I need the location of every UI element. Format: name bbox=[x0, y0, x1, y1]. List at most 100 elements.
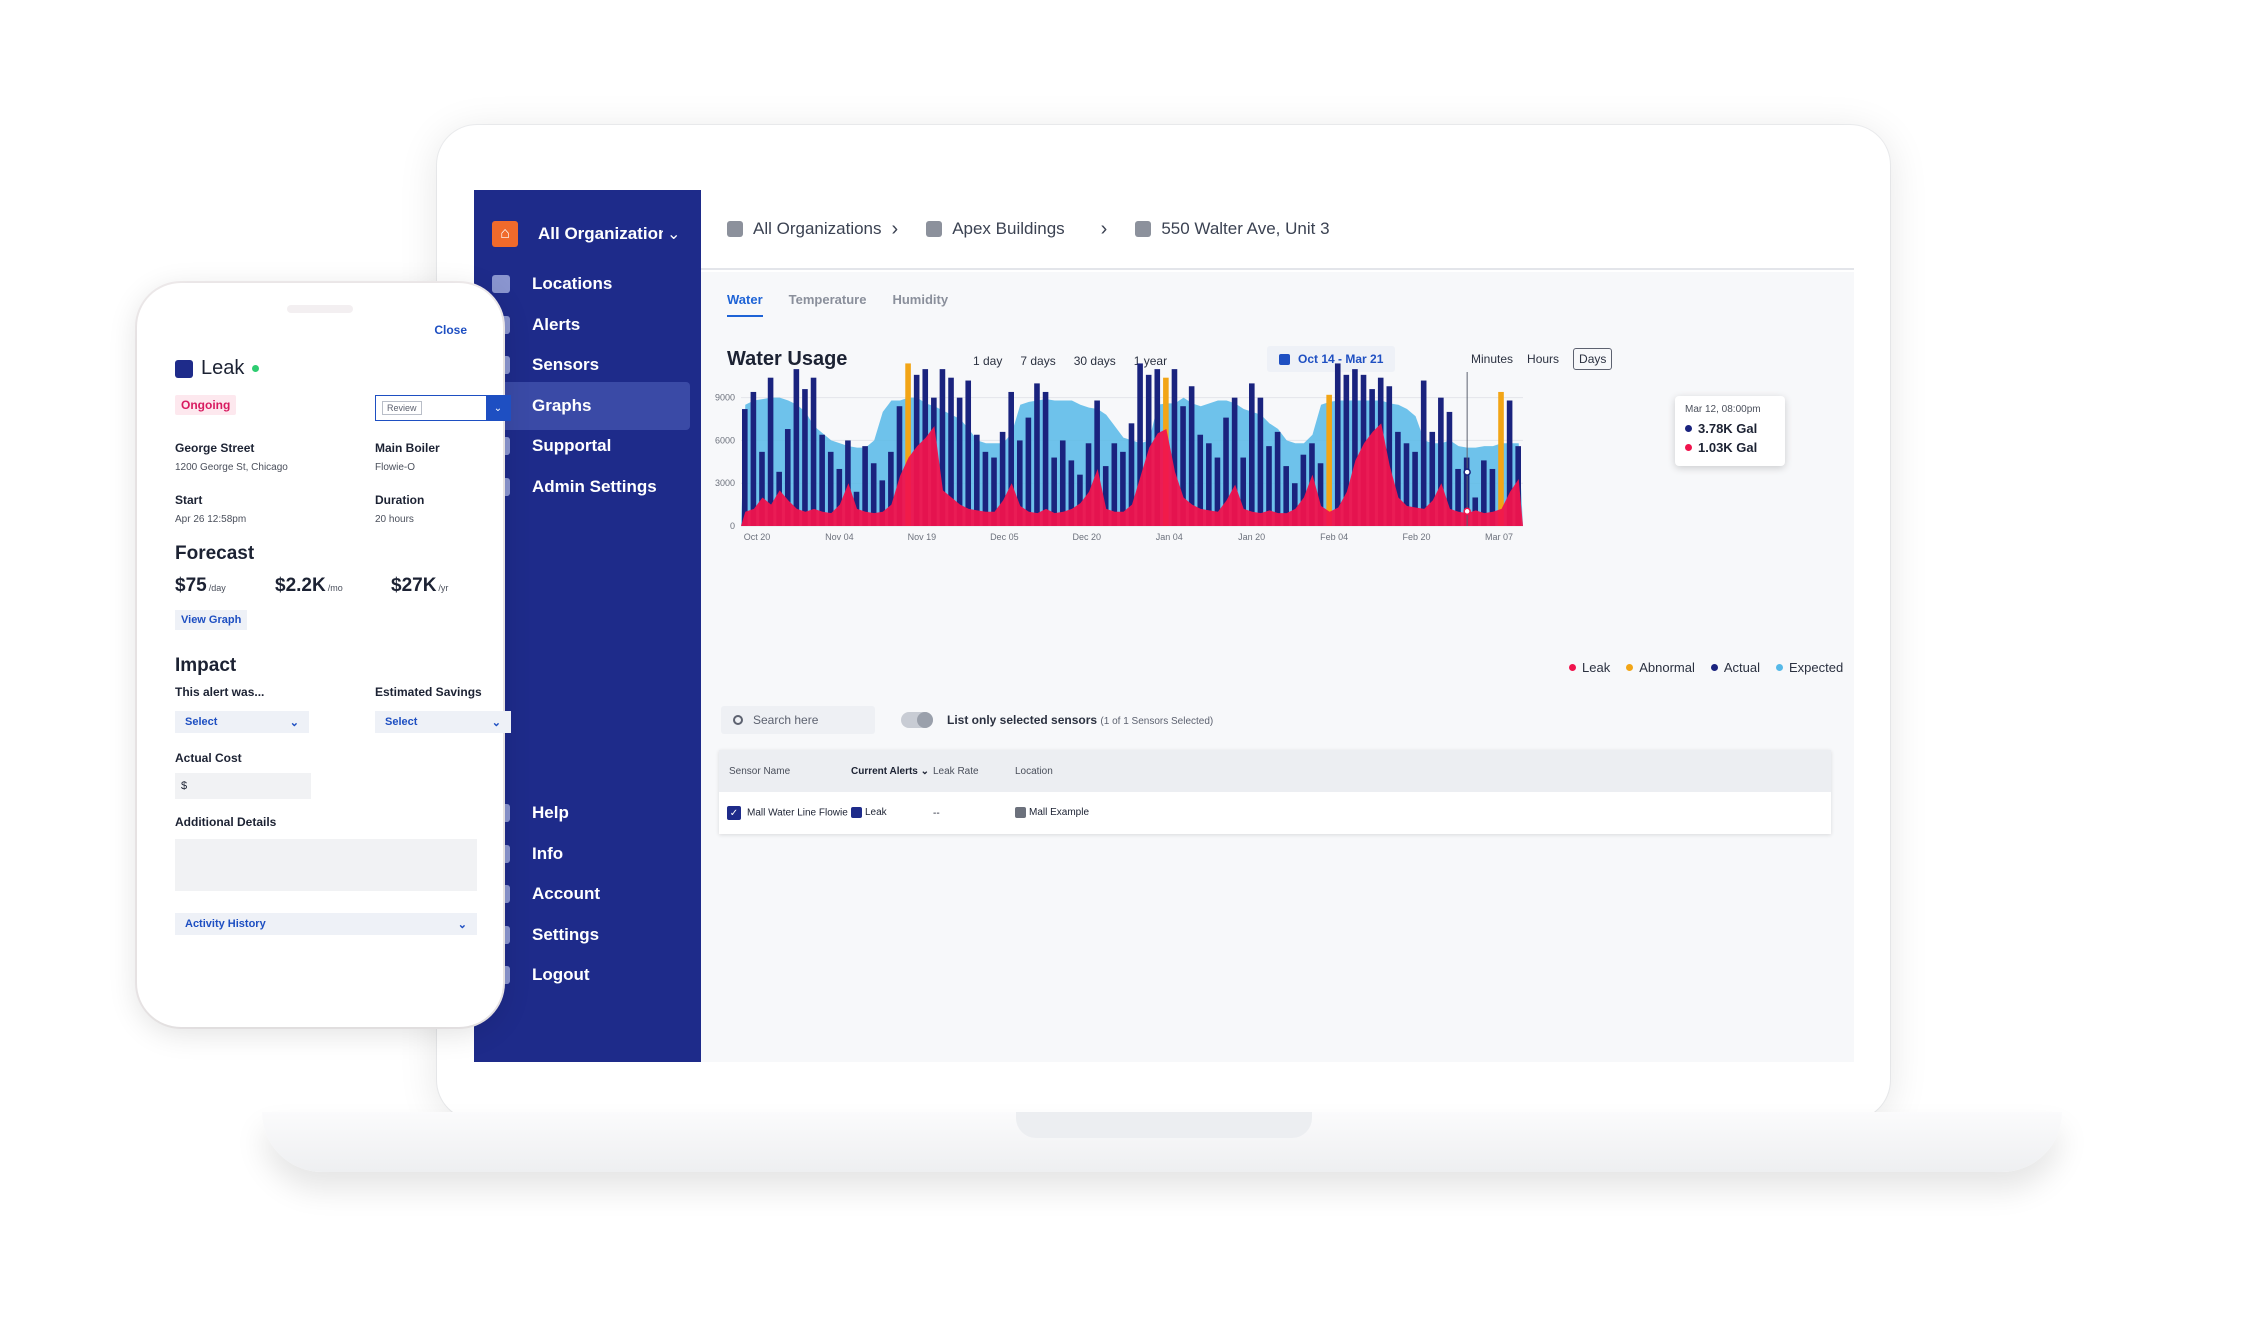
breadcrumb-label: All Organizations bbox=[753, 219, 882, 238]
phone-device: Close Leak Ongoing Review ⌄ George Stree… bbox=[137, 283, 511, 1027]
header-current-alerts[interactable]: Current Alerts ⌄ bbox=[851, 766, 929, 777]
range-7-days[interactable]: 7 days bbox=[1020, 354, 1056, 368]
actual-bar bbox=[974, 434, 980, 526]
legend-actual: Actual bbox=[1710, 660, 1760, 675]
globe-icon bbox=[727, 221, 743, 237]
actual-bar bbox=[1386, 386, 1393, 526]
search-input[interactable]: Search here bbox=[721, 706, 875, 734]
granularity-days[interactable]: Days bbox=[1573, 348, 1613, 370]
sidebar-item-label: Admin Settings bbox=[532, 476, 657, 496]
x-tick-label: Feb 04 bbox=[1320, 532, 1348, 542]
header-leak-rate[interactable]: Leak Rate bbox=[933, 765, 979, 777]
actual-bar bbox=[1059, 440, 1066, 526]
actual-bar bbox=[793, 369, 800, 526]
start-label: Start bbox=[175, 493, 203, 507]
sidebar-item-label: Locations bbox=[532, 274, 613, 293]
actual-bar bbox=[999, 431, 1006, 526]
actual-bar bbox=[1051, 457, 1057, 526]
forecast-value: $2.2K bbox=[275, 575, 326, 596]
breadcrumb-item-unit[interactable]: 550 Walter Ave, Unit 3 bbox=[1135, 219, 1330, 239]
sensor-table: Sensor Name Current Alerts ⌄ Leak Rate L… bbox=[719, 750, 1831, 834]
breadcrumb-item-building[interactable]: Apex Buildings › bbox=[926, 218, 1135, 241]
actual-bar bbox=[1455, 468, 1461, 526]
y-tick-label: 6000 bbox=[715, 435, 735, 445]
building-icon bbox=[492, 275, 510, 293]
actual-bar bbox=[1231, 397, 1238, 526]
sidebar-item-label: Alerts bbox=[532, 314, 581, 334]
main-panel: Water Temperature Humidity Water Usage 1… bbox=[701, 272, 1854, 1062]
actual-bar bbox=[1214, 457, 1221, 526]
actual-bar bbox=[1291, 483, 1298, 526]
sidebar-item-label: Sensors bbox=[532, 355, 600, 374]
tooltip-actual-value: 3.78K Gal bbox=[1698, 421, 1758, 436]
row-location: Mall Example bbox=[1015, 807, 1089, 819]
checkbox-checked-icon[interactable]: ✓ bbox=[727, 806, 741, 820]
activity-history-dropdown[interactable]: Activity History ⌄ bbox=[175, 913, 477, 935]
tab-temperature[interactable]: Temperature bbox=[788, 292, 867, 307]
alert-was-select[interactable]: Select ⌄ bbox=[175, 711, 309, 733]
tabs: Water Temperature Humidity bbox=[727, 292, 948, 317]
sidebar-item-label: Help bbox=[532, 803, 569, 822]
legend-label: Abnormal bbox=[1639, 660, 1695, 675]
row-alert: Leak bbox=[851, 807, 887, 819]
activity-history-label: Activity History bbox=[185, 918, 266, 930]
device-label: Main Boiler bbox=[375, 441, 440, 455]
device-value: Flowie-O bbox=[375, 462, 416, 473]
breadcrumb-item-org[interactable]: All Organizations › bbox=[727, 218, 926, 241]
forecast-year: $27K/yr bbox=[391, 575, 448, 597]
review-value: Review bbox=[382, 401, 422, 415]
building-icon bbox=[926, 221, 943, 237]
chevron-down-icon: ⌄ bbox=[457, 918, 467, 931]
toggle-sub-text: (1 of 1 Sensors Selected) bbox=[1100, 716, 1214, 727]
impact-title: Impact bbox=[175, 655, 237, 676]
range-30-days[interactable]: 30 days bbox=[1073, 354, 1116, 368]
water-usage-chart[interactable]: 0 3000 6000 9000 Oct 20 Nov 04 Nov 19 Dec 05 Dec… bbox=[701, 362, 1854, 657]
hover-point-leak bbox=[1463, 507, 1471, 516]
range-1-day[interactable]: 1 day bbox=[973, 354, 1003, 368]
granularity-selector: Minutes Hours Days bbox=[1471, 346, 1613, 372]
actual-bar bbox=[982, 451, 989, 526]
granularity-hours[interactable]: Hours bbox=[1527, 352, 1560, 366]
leak-dot-icon bbox=[1569, 664, 1576, 671]
savings-select[interactable]: Select ⌄ bbox=[375, 711, 511, 733]
close-button[interactable]: Close bbox=[434, 323, 467, 337]
review-select[interactable]: Review ⌄ bbox=[375, 395, 511, 421]
header-sensor-name[interactable]: Sensor Name bbox=[729, 765, 791, 777]
actual-bar bbox=[1463, 457, 1470, 526]
org-switcher[interactable]: ⌂ All Organizations ⌄ bbox=[474, 190, 701, 278]
y-tick-label: 3000 bbox=[715, 478, 735, 488]
granularity-minutes[interactable]: Minutes bbox=[1471, 352, 1514, 366]
selected-sensors-toggle[interactable] bbox=[901, 712, 933, 728]
tab-water[interactable]: Water bbox=[727, 292, 763, 317]
actual-bar bbox=[802, 389, 808, 526]
leak-area bbox=[741, 423, 1523, 526]
actual-bar bbox=[1317, 463, 1324, 526]
details-textarea[interactable] bbox=[175, 839, 477, 891]
table-row[interactable]: ✓ Mall Water Line Flowie Leak -- Mall Exa… bbox=[719, 792, 1831, 834]
actual-bar bbox=[1249, 383, 1255, 526]
alert-title-text: Leak bbox=[201, 357, 245, 379]
sidebar-item-logout[interactable]: Logout bbox=[474, 951, 690, 999]
breadcrumb: All Organizations › Apex Buildings › 550… bbox=[701, 190, 1854, 270]
date-range-picker[interactable]: Oct 14 - Mar 21 bbox=[1267, 346, 1396, 372]
sidebar-item-label: Account bbox=[532, 884, 600, 903]
view-graph-button[interactable]: View Graph bbox=[175, 610, 248, 630]
actual-bar bbox=[784, 429, 791, 526]
savings-label: Estimated Savings bbox=[375, 685, 482, 699]
phone-notch bbox=[287, 305, 353, 313]
actual-bar bbox=[750, 391, 757, 526]
table-header: Sensor Name Current Alerts ⌄ Leak Rate L… bbox=[719, 750, 1831, 792]
actual-bar bbox=[939, 369, 946, 526]
actual-cost-input[interactable]: $ bbox=[175, 773, 311, 799]
forecast-day: $75/day bbox=[175, 575, 226, 597]
leak-icon bbox=[851, 807, 862, 819]
actual-bar bbox=[1283, 466, 1289, 526]
header-location[interactable]: Location bbox=[1015, 765, 1053, 777]
tab-humidity[interactable]: Humidity bbox=[892, 292, 949, 307]
calendar-icon bbox=[1279, 353, 1290, 365]
sidebar-item-locations[interactable]: Locations bbox=[474, 260, 690, 308]
actual-bar bbox=[1223, 417, 1229, 526]
actual-bar bbox=[1429, 431, 1436, 526]
actual-bar bbox=[759, 451, 765, 526]
sidebar-item-admin-settings[interactable]: Admin Settings bbox=[474, 463, 690, 511]
